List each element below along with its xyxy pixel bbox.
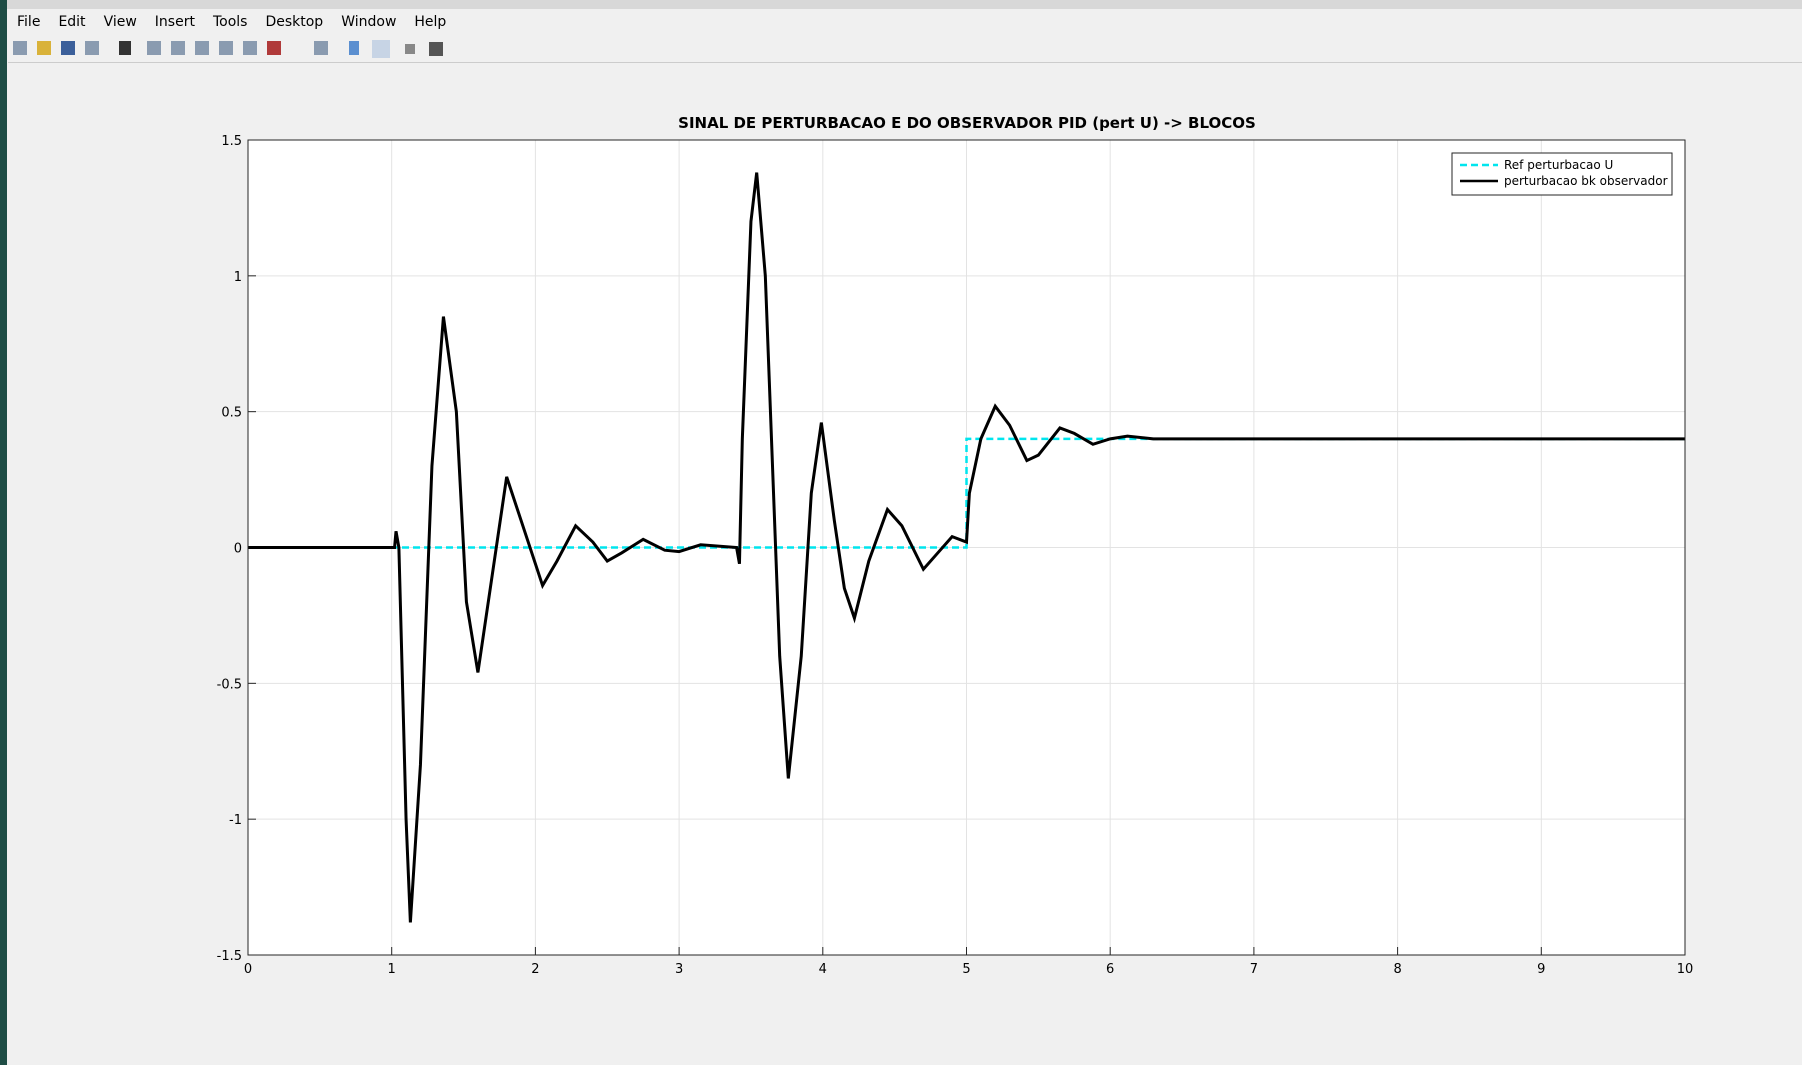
x-tick-label: 2 [531, 962, 539, 977]
menu-item[interactable]: Tools [212, 14, 248, 30]
legend-label: Ref perturbacao U [1504, 158, 1613, 172]
icon-save[interactable] [61, 41, 75, 55]
x-tick-label: 7 [1250, 962, 1258, 977]
icon-pan[interactable] [195, 41, 209, 55]
menu-item[interactable]: View [103, 14, 137, 30]
x-tick-label: 4 [819, 962, 827, 977]
y-tick-label: -0.5 [217, 677, 242, 692]
y-tick-label: -1.5 [217, 949, 242, 964]
legend-label: perturbacao bk observador [1504, 174, 1668, 188]
menu-item[interactable]: Edit [58, 14, 86, 30]
icon-link[interactable] [314, 41, 328, 55]
menu-item[interactable]: File [17, 14, 41, 30]
menu-bar: File Edit View Insert Tools Desktop Window Help [8, 10, 455, 34]
axes-frame [247, 139, 1686, 956]
x-tick-label: 0 [244, 962, 252, 977]
icon-datacursor[interactable] [243, 41, 257, 55]
icon-zoom-in[interactable] [147, 41, 161, 55]
y-tick-label: 1 [234, 270, 242, 285]
figure: SINAL DE PERTURBACAO E DO OBSERVADOR PID… [7, 65, 1802, 1065]
toolbar [8, 36, 1802, 63]
y-tick-label: 0.5 [221, 406, 242, 421]
menu-item[interactable]: Desktop [265, 14, 324, 30]
y-tick-label: 0 [234, 542, 242, 557]
icon-hide[interactable] [405, 44, 415, 54]
icon-select[interactable] [119, 41, 131, 55]
menu-item[interactable]: Window [341, 14, 397, 30]
icon-dock[interactable] [429, 42, 443, 56]
title-bar [0, 0, 1802, 9]
x-tick-label: 9 [1537, 962, 1545, 977]
y-tick-label: -1 [229, 813, 242, 828]
menu-item[interactable]: Help [414, 14, 447, 30]
toolbar-icons [13, 40, 443, 58]
legend-box [1451, 152, 1673, 196]
series-line [248, 437, 1685, 549]
icon-zoom-out[interactable] [171, 41, 185, 55]
menu-item[interactable]: Insert [154, 14, 195, 30]
icon-new[interactable] [13, 41, 27, 55]
x-tick-label: 1 [388, 962, 396, 977]
chart-title: SINAL DE PERTURBACAO E DO OBSERVADOR PID… [678, 114, 1256, 132]
side-strip [0, 0, 7, 1065]
icon-legend[interactable] [372, 40, 390, 58]
x-tick-label: 10 [1677, 962, 1694, 977]
icon-print[interactable] [85, 41, 99, 55]
x-tick-label: 3 [675, 962, 683, 977]
icon-rotate[interactable] [219, 41, 233, 55]
x-tick-label: 5 [962, 962, 970, 977]
icon-colorbar[interactable] [349, 41, 359, 55]
series-line [248, 172, 1685, 923]
y-tick-label: 1.5 [221, 134, 242, 149]
x-tick-label: 8 [1393, 962, 1401, 977]
icon-open[interactable] [37, 41, 51, 55]
icon-brush[interactable] [267, 41, 281, 55]
x-tick-label: 6 [1106, 962, 1114, 977]
